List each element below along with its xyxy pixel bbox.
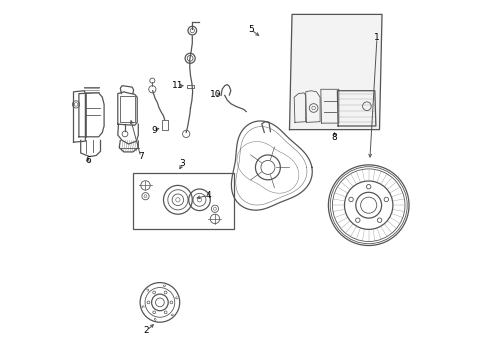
Text: 1: 1	[373, 33, 379, 42]
Text: 10: 10	[209, 90, 221, 99]
Text: 11: 11	[172, 81, 183, 90]
Text: 7: 7	[138, 153, 143, 161]
Text: 8: 8	[331, 133, 337, 142]
Text: 5: 5	[247, 25, 253, 34]
Polygon shape	[289, 14, 381, 130]
Text: 3: 3	[179, 159, 185, 168]
Text: 2: 2	[143, 326, 149, 335]
Bar	[120, 96, 134, 122]
Bar	[162, 120, 168, 130]
Bar	[186, 85, 194, 88]
Text: 4: 4	[205, 191, 211, 200]
Text: 6: 6	[85, 156, 91, 165]
Text: 9: 9	[151, 126, 156, 135]
Bar	[133, 173, 233, 229]
